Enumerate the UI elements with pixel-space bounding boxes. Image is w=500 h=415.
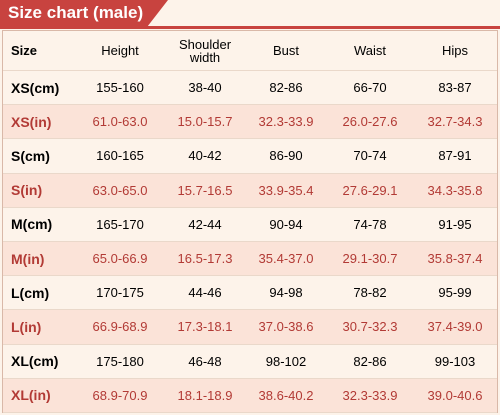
- measurement: 15.7-16.5: [177, 182, 233, 198]
- measurement: 91-95: [438, 216, 472, 232]
- title-stripe: [0, 26, 500, 29]
- column-header: Size: [11, 43, 38, 58]
- table-row: S(in) 63.0-65.0 15.7-16.5 33.9-35.4 27.6-29.…: [3, 173, 497, 208]
- size-label: S(in): [11, 182, 43, 199]
- table-row: S(cm) 160-165 40-42 86-90 70-74 87-91: [3, 139, 497, 174]
- table-row: XS(cm) 155-160 38-40 82-86 66-70 83-87: [3, 71, 497, 106]
- measurement: 170-175: [96, 285, 144, 301]
- measurement: 46-48: [188, 353, 222, 369]
- measurement: 35.4-37.0: [258, 251, 314, 267]
- measurement: 65.0-66.9: [92, 251, 148, 267]
- size-label: L(in): [11, 318, 42, 335]
- measurement: 35.8-37.4: [427, 251, 483, 267]
- measurement: 66.9-68.9: [92, 319, 148, 335]
- measurement: 98-102: [265, 353, 307, 369]
- column-header: Waist: [353, 43, 387, 58]
- measurement: 63.0-65.0: [92, 182, 148, 198]
- measurement: 34.3-35.8: [427, 182, 483, 198]
- measurement: 16.5-17.3: [177, 251, 233, 267]
- size-label: S(cm): [11, 147, 50, 164]
- measurement: 86-90: [269, 148, 303, 164]
- table-row: M(in) 65.0-66.9 16.5-17.3 35.4-37.0 29.1-30.…: [3, 241, 497, 277]
- measurement: 70-74: [353, 148, 387, 164]
- measurement: 18.1-18.9: [177, 387, 233, 403]
- table-row: XL(in) 68.9-70.9 18.1-18.9 38.6-40.2 32.3-33…: [3, 378, 497, 413]
- size-label: XS(in): [11, 113, 52, 130]
- measurement: 74-78: [353, 216, 387, 232]
- measurement: 26.0-27.6: [342, 114, 398, 130]
- measurement: 155-160: [96, 80, 144, 96]
- measurement: 42-44: [188, 216, 222, 232]
- measurement: 30.7-32.3: [342, 319, 398, 335]
- measurement: 66-70: [353, 80, 387, 96]
- chart-title: Size chart (male): [0, 0, 168, 26]
- size-label: L(cm): [11, 284, 50, 301]
- size-label: XS(cm): [11, 79, 60, 96]
- measurement: 90-94: [269, 216, 303, 232]
- measurement: 37.0-38.6: [258, 319, 314, 335]
- measurement: 15.0-15.7: [177, 114, 233, 130]
- measurement: 39.0-40.6: [427, 387, 483, 403]
- measurement: 78-82: [353, 285, 387, 301]
- column-header: Bust: [272, 43, 299, 58]
- size-table: Size Height Shoulder width Bust Waist Hips XS(…: [2, 30, 498, 413]
- column-header: Hips: [441, 43, 468, 58]
- measurement: 165-170: [96, 216, 144, 232]
- table-row: L(cm) 170-175 44-46 94-98 78-82 95-99: [3, 276, 497, 311]
- measurement: 38-40: [188, 80, 222, 96]
- measurement: 44-46: [188, 285, 222, 301]
- measurement: 95-99: [438, 285, 472, 301]
- measurement: 32.3-33.9: [258, 114, 314, 130]
- column-header: Height: [101, 43, 139, 58]
- measurement: 29.1-30.7: [342, 251, 398, 267]
- size-label: M(in): [11, 250, 45, 267]
- measurement: 17.3-18.1: [177, 319, 233, 335]
- measurement: 94-98: [269, 285, 303, 301]
- measurement: 68.9-70.9: [92, 387, 148, 403]
- measurement: 175-180: [96, 353, 144, 369]
- measurement: 61.0-63.0: [92, 114, 148, 130]
- measurement: 33.9-35.4: [258, 182, 314, 198]
- size-label: XL(cm): [11, 353, 59, 370]
- measurement: 27.6-29.1: [342, 182, 398, 198]
- header-row: Size Height Shoulder width Bust Waist Hips: [3, 31, 497, 71]
- measurement: 32.7-34.3: [427, 114, 483, 130]
- measurement: 99-103: [434, 353, 476, 369]
- measurement: 38.6-40.2: [258, 387, 314, 403]
- size-label: XL(in): [11, 387, 51, 404]
- table-row: XS(in) 61.0-63.0 15.0-15.7 32.3-33.9 26.0-27…: [3, 105, 497, 140]
- table-row: M(cm) 165-170 42-44 90-94 74-78 91-95: [3, 208, 497, 242]
- measurement: 160-165: [96, 148, 144, 164]
- measurement: 82-86: [353, 353, 387, 369]
- measurement: 87-91: [438, 148, 472, 164]
- measurement: 32.3-33.9: [342, 387, 398, 403]
- column-header: Shoulder width: [179, 36, 232, 65]
- measurement: 83-87: [438, 80, 472, 96]
- size-label: M(cm): [11, 216, 53, 233]
- table-row: XL(cm) 175-180 46-48 98-102 82-86 99-103: [3, 345, 497, 379]
- measurement: 82-86: [269, 80, 303, 96]
- measurement: 37.4-39.0: [427, 319, 483, 335]
- measurement: 40-42: [188, 148, 222, 164]
- table-row: L(in) 66.9-68.9 17.3-18.1 37.0-38.6 30.7-32.…: [3, 310, 497, 345]
